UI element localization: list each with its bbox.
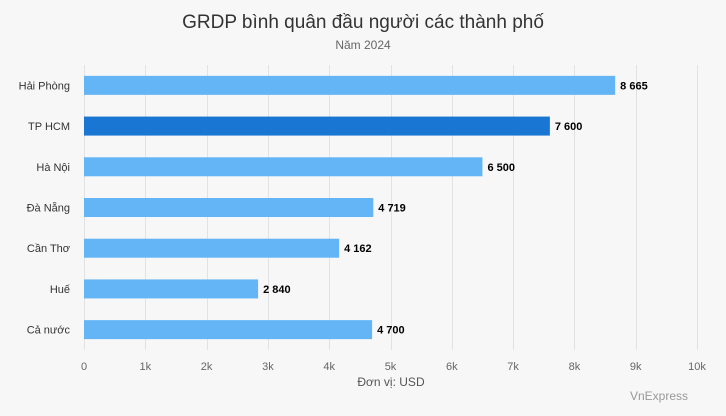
category-label: Cần Thơ xyxy=(27,243,70,255)
category-label: Huế xyxy=(50,284,70,296)
bar[interactable] xyxy=(84,116,550,136)
data-label: 2 840 xyxy=(263,284,291,296)
x-axis-title: Đơn vị: USD xyxy=(357,375,425,389)
x-tick-label: 2k xyxy=(201,361,213,373)
category-label: Đà Nẵng xyxy=(27,202,70,215)
data-label: 6 500 xyxy=(487,162,515,174)
data-label: 7 600 xyxy=(555,121,583,133)
source-credit[interactable]: VnExpress xyxy=(630,389,688,403)
bar[interactable] xyxy=(84,157,483,177)
x-tick-label: 10k xyxy=(688,361,706,373)
bar[interactable] xyxy=(84,279,259,299)
data-label: 4 719 xyxy=(378,203,406,215)
x-tick-label: 5k xyxy=(385,361,397,373)
chart-subtitle: Năm 2024 xyxy=(335,38,391,52)
data-labels: 8 665 7 600 6 500 4 719 4 162 2 840 4 700 xyxy=(263,80,648,336)
bar[interactable] xyxy=(84,198,374,217)
data-label: 8 665 xyxy=(620,80,648,92)
x-tick-label: 6k xyxy=(446,361,458,373)
category-label: TP HCM xyxy=(28,121,70,133)
category-label: Cả nước xyxy=(27,325,71,337)
bar[interactable] xyxy=(84,238,340,258)
x-tick-label: 7k xyxy=(507,361,519,373)
data-label: 4 162 xyxy=(344,243,372,255)
x-tick-label: 0 xyxy=(81,361,87,373)
bar[interactable] xyxy=(84,320,373,340)
x-tick-label: 8k xyxy=(569,361,581,373)
category-label: Hà Nội xyxy=(36,162,70,174)
x-tick-label: 1k xyxy=(139,361,151,373)
bar[interactable] xyxy=(84,75,616,95)
x-tick-label: 3k xyxy=(262,361,274,373)
category-labels: Hải Phòng TP HCM Hà Nội Đà Nẵng Cần Thơ Huế Cả… xyxy=(19,80,71,336)
x-axis-ticks: 0 1k 2k 3k 4k 5k 6k 7k 8k 9k 10k xyxy=(81,361,706,373)
category-label: Hải Phòng xyxy=(19,80,70,92)
x-tick-label: 4k xyxy=(323,361,335,373)
chart-title: GRDP bình quân đầu người các thành phố xyxy=(182,12,544,33)
bars xyxy=(84,75,616,340)
data-label: 4 700 xyxy=(377,325,405,337)
x-tick-label: 9k xyxy=(630,361,642,373)
